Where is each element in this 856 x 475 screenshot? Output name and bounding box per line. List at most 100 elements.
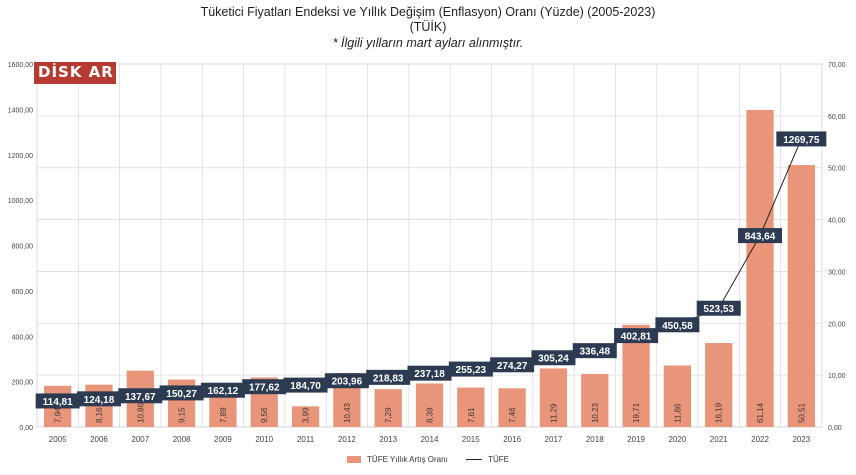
bar-value-label: 7,61 bbox=[467, 407, 476, 423]
bar-value-label: 9,56 bbox=[260, 407, 269, 423]
legend-item-line: TÜFE bbox=[466, 455, 509, 464]
bar bbox=[787, 165, 815, 427]
tufe-value-label: 1269,75 bbox=[783, 135, 820, 146]
bar-value-label: 61,14 bbox=[756, 402, 765, 423]
legend-item-bars: TÜFE Yıllık Artış Oranı bbox=[346, 455, 448, 464]
bar-value-label: 7,89 bbox=[219, 407, 228, 423]
bar bbox=[581, 373, 609, 427]
y-right-tick-label: 10,00 bbox=[828, 373, 846, 380]
legend-line-label: TÜFE bbox=[488, 455, 510, 464]
tufe-value-label: 184,70 bbox=[290, 381, 321, 392]
tufe-value-label: 523,53 bbox=[703, 304, 734, 315]
x-tick-label: 2015 bbox=[462, 435, 480, 444]
x-tick-label: 2013 bbox=[379, 435, 397, 444]
bar-value-label: 11,86 bbox=[673, 403, 682, 423]
logo-text: DİSK AR bbox=[38, 63, 114, 81]
bar-value-label: 19,71 bbox=[632, 402, 641, 423]
y-right-tick-label: 0,00 bbox=[828, 425, 842, 432]
tufe-label-box bbox=[366, 369, 411, 385]
x-tick-label: 2016 bbox=[503, 435, 521, 444]
x-tick-label: 2019 bbox=[627, 435, 645, 444]
disk-ar-logo: DİSK AR bbox=[34, 62, 116, 84]
legend-bar-swatch bbox=[346, 456, 361, 464]
tufe-value-label: 237,18 bbox=[414, 369, 445, 380]
tufe-label-box bbox=[655, 317, 700, 333]
tufe-value-label: 177,62 bbox=[249, 383, 280, 394]
tufe-label-box bbox=[572, 343, 617, 359]
bar-value-label: 7,94 bbox=[54, 407, 63, 423]
y-left-tick-label: 1600,00 bbox=[8, 62, 33, 69]
y-left-tick-label: 200,00 bbox=[12, 380, 34, 387]
x-tick-label: 2007 bbox=[131, 435, 149, 444]
bar bbox=[498, 388, 526, 427]
y-right-tick-label: 50,00 bbox=[828, 166, 846, 173]
legend-bar-label: TÜFE Yıllık Artış Oranı bbox=[367, 455, 448, 464]
x-tick-label: 2010 bbox=[255, 435, 273, 444]
tufe-label-box bbox=[696, 300, 741, 316]
tufe-value-label: 162,12 bbox=[208, 386, 239, 397]
tufe-label-box bbox=[531, 350, 576, 366]
x-tick-label: 2021 bbox=[710, 435, 728, 444]
tufe-label-box bbox=[76, 391, 121, 407]
bar-value-label: 11,29 bbox=[549, 403, 558, 423]
y-right-tick-label: 40,00 bbox=[828, 218, 846, 225]
y-left-tick-label: 1200,00 bbox=[8, 153, 33, 160]
tufe-value-label: 305,24 bbox=[538, 354, 569, 365]
tufe-label-box bbox=[200, 382, 245, 398]
chart-legend: TÜFE Yıllık Artış Oranı TÜFE bbox=[0, 455, 856, 464]
y-right-tick-label: 20,00 bbox=[828, 321, 846, 328]
bar-value-label: 7,46 bbox=[508, 407, 517, 423]
y-right-tick-label: 30,00 bbox=[828, 269, 846, 276]
bar bbox=[705, 343, 733, 427]
tufe-value-label: 203,96 bbox=[332, 377, 363, 388]
tufe-label-box bbox=[490, 357, 535, 373]
x-tick-label: 2011 bbox=[297, 435, 315, 444]
bar bbox=[457, 387, 485, 427]
tufe-value-label: 336,48 bbox=[579, 347, 610, 358]
x-tick-label: 2017 bbox=[545, 435, 563, 444]
bar-value-label: 3,99 bbox=[302, 407, 311, 423]
tufe-value-label: 402,81 bbox=[621, 332, 652, 343]
y-right-tick-label: 70,00 bbox=[828, 62, 846, 69]
y-left-tick-label: 600,00 bbox=[12, 289, 34, 296]
x-tick-label: 2005 bbox=[49, 435, 67, 444]
x-tick-label: 2022 bbox=[751, 435, 769, 444]
tufe-value-label: 218,83 bbox=[373, 373, 404, 384]
bar-value-label: 10,23 bbox=[591, 402, 600, 423]
tufe-label-box bbox=[118, 388, 163, 404]
tufe-value-label: 450,58 bbox=[662, 321, 693, 332]
bar-value-label: 8,39 bbox=[426, 407, 435, 423]
tufe-label-box bbox=[407, 365, 452, 381]
chart-title: Tüketici Fiyatları Endeksi ve Yıllık Değ… bbox=[200, 5, 656, 19]
x-tick-label: 2008 bbox=[173, 435, 191, 444]
tufe-label-box bbox=[283, 377, 328, 393]
x-tick-label: 2018 bbox=[586, 435, 604, 444]
x-tick-label: 2020 bbox=[668, 435, 686, 444]
bar bbox=[539, 368, 568, 427]
y-left-tick-label: 400,00 bbox=[12, 334, 34, 341]
tufe-value-label: 150,27 bbox=[166, 389, 197, 400]
bar bbox=[374, 389, 402, 427]
tufe-value-label: 274,27 bbox=[497, 361, 528, 372]
bar-value-label: 7,29 bbox=[384, 407, 393, 423]
tufe-label-box bbox=[159, 385, 204, 401]
tufe-value-label: 114,81 bbox=[43, 397, 73, 408]
tufe-label-box bbox=[614, 328, 659, 344]
x-tick-label: 2014 bbox=[421, 435, 439, 444]
bar-value-label: 50,51 bbox=[797, 402, 806, 423]
tufe-value-label: 137,67 bbox=[125, 392, 156, 403]
bar-value-label: 8,16 bbox=[95, 407, 104, 423]
tufe-value-label: 124,18 bbox=[84, 395, 115, 406]
y-left-tick-label: 1400,00 bbox=[8, 107, 33, 114]
tufe-label-box bbox=[776, 131, 827, 147]
tufe-label-box bbox=[324, 373, 369, 389]
bar bbox=[291, 406, 320, 427]
bar-value-label: 9,15 bbox=[178, 407, 187, 423]
tufe-value-label: 255,23 bbox=[456, 365, 487, 376]
x-tick-label: 2023 bbox=[792, 435, 810, 444]
x-tick-label: 2012 bbox=[338, 435, 356, 444]
y-right-tick-label: 60,00 bbox=[828, 114, 846, 121]
tufe-label-box bbox=[448, 361, 493, 377]
